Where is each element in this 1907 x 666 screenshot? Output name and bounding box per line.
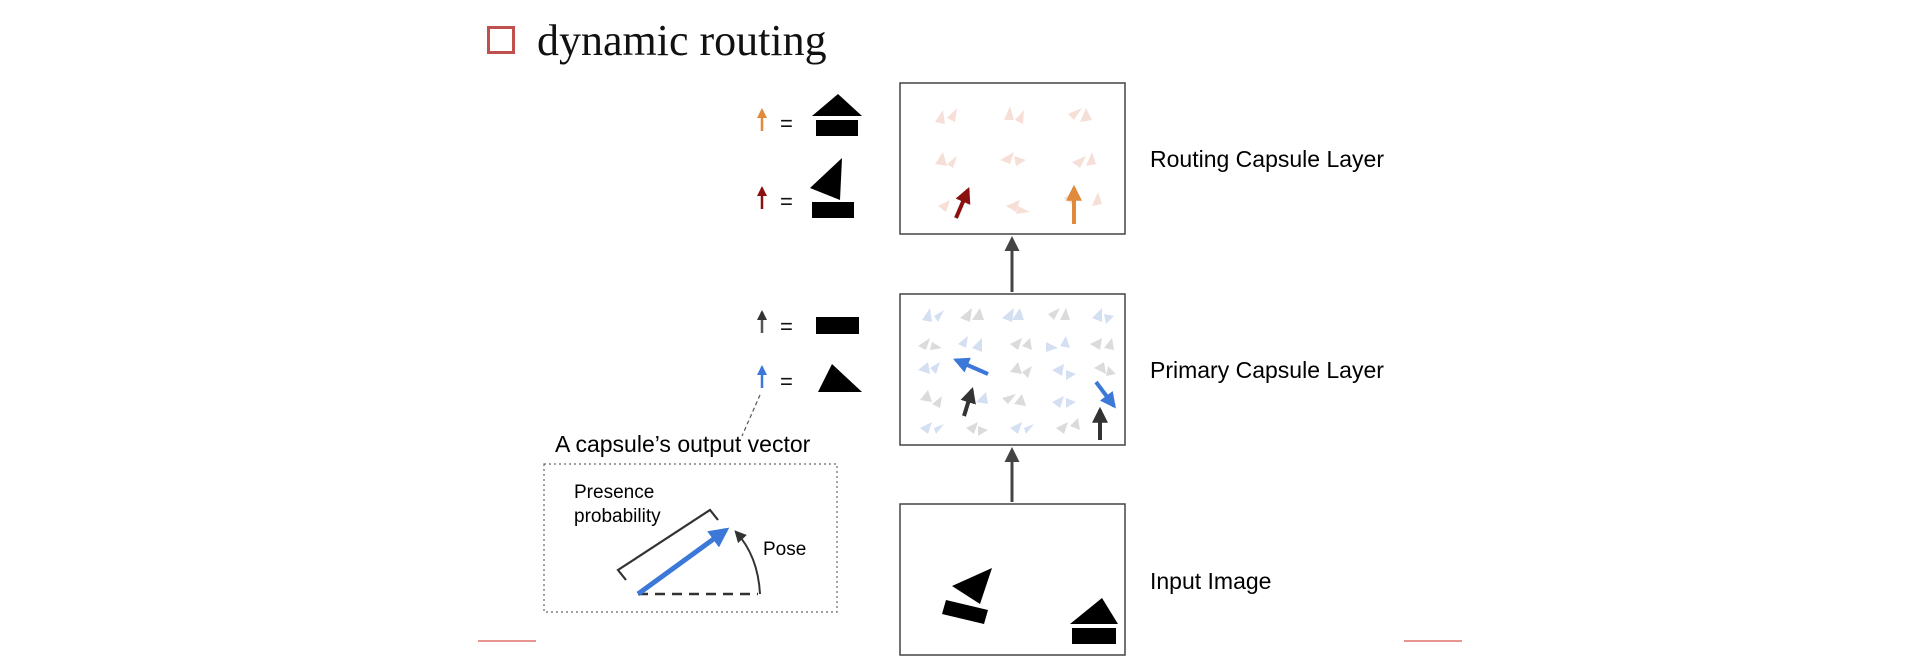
presence-label-line2: probability [574, 506, 661, 527]
input-house-shape [1070, 598, 1118, 644]
legend-equals-2: = [780, 189, 793, 214]
input-image-label: Input Image [1150, 568, 1272, 594]
input-boat-shape [942, 568, 992, 624]
primary-layer-label: Primary Capsule Layer [1150, 357, 1384, 383]
primary-rectangle-capsule-arrow-1 [960, 386, 976, 417]
primary-faint-arrows [918, 308, 1116, 436]
legend-equals-4: = [780, 369, 793, 394]
capsule-vector-arrow-icon [636, 527, 730, 597]
primary-triangle-capsule-arrow-1 [953, 357, 989, 376]
slide-title: dynamic routing [487, 12, 827, 68]
rectangle-icon [816, 317, 859, 334]
presence-label-line1: Presence [574, 482, 655, 503]
primary-triangle-capsule-arrow-2 [1094, 380, 1116, 409]
presence-bracket-icon [616, 508, 719, 581]
pose-arc-icon [734, 530, 761, 595]
capsule-callout-line [741, 394, 761, 437]
capsule-vector-box [543, 463, 838, 613]
legend-equals-3: = [780, 314, 793, 339]
boat-icon [810, 158, 854, 218]
bullet-square-icon [487, 26, 515, 54]
pose-label: Pose [763, 539, 807, 560]
routing-layer-label: Routing Capsule Layer [1150, 146, 1384, 172]
house-icon [812, 94, 862, 136]
legend-equals-1: = [780, 111, 793, 136]
routing-faint-arrows [935, 106, 1102, 214]
triangle-icon [818, 364, 862, 392]
routing-boat-capsule-arrow [954, 187, 971, 219]
title-text: dynamic routing [537, 15, 827, 65]
capsule-box-heading: A capsule’s output vector [555, 431, 811, 457]
